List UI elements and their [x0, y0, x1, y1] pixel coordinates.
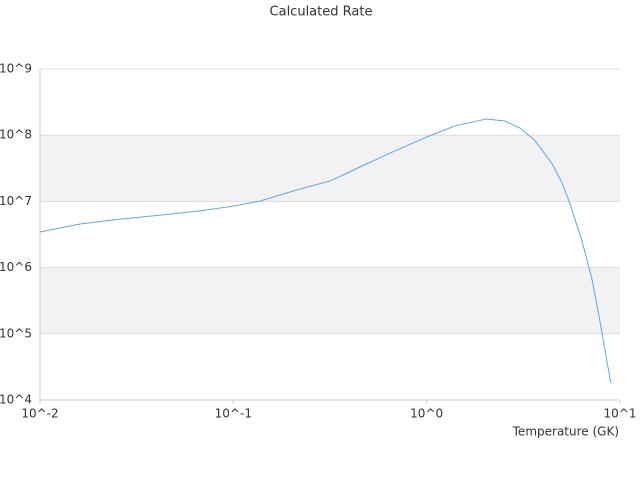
x-tick-label: 10^-1 — [215, 407, 252, 421]
x-axis-label: Temperature (GK) — [512, 425, 619, 439]
y-tick-label: 10^9 — [0, 62, 32, 76]
x-tick-label: 10^0 — [410, 407, 443, 421]
y-tick-label: 10^7 — [0, 194, 32, 208]
chart-title: Calculated Rate — [270, 5, 373, 20]
y-tick-label: 10^4 — [0, 393, 32, 407]
y-tick-label: 10^5 — [0, 326, 32, 340]
grid-band — [40, 267, 620, 334]
data-line — [39, 118, 612, 384]
y-tick-label: 10^8 — [0, 128, 32, 142]
y-tick-label: 10^6 — [0, 260, 32, 274]
grid-band — [40, 135, 620, 202]
x-tick-label: 10^-2 — [21, 407, 58, 421]
x-tick-label: 10^1 — [604, 407, 637, 421]
